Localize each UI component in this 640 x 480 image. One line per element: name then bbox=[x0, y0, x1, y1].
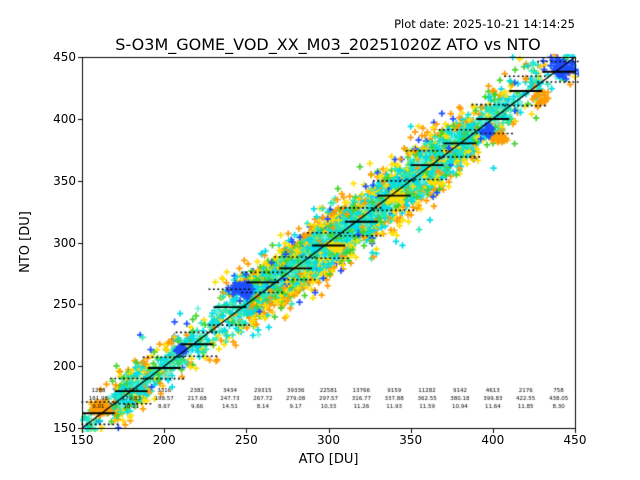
x-tick-label: 200 bbox=[152, 433, 176, 447]
y-tick-label: 300 bbox=[53, 235, 76, 250]
x-tick-label: 150 bbox=[70, 433, 94, 447]
y-tick-label: 200 bbox=[53, 359, 76, 374]
x-tick-label: 300 bbox=[317, 433, 340, 447]
x-axis-label: ATO [DU] bbox=[298, 452, 359, 467]
y-axis-label: NTO [DU] bbox=[18, 211, 33, 273]
y-tick-label: 150 bbox=[53, 421, 76, 435]
y-tick-label: 350 bbox=[53, 173, 76, 188]
y-tick-label: 450 bbox=[53, 50, 76, 64]
plot-date: Plot date: 2025-10-21 14:14:25 bbox=[394, 17, 575, 31]
y-tick-label: 250 bbox=[53, 297, 76, 312]
chart-title: S-O3M_GOME_VOD_XX_M03_20251020Z ATO vs N… bbox=[115, 35, 541, 54]
x-tick-label: 350 bbox=[399, 433, 423, 447]
x-tick-label: 250 bbox=[234, 433, 258, 447]
y-tick-label: 400 bbox=[53, 111, 76, 126]
x-tick-label: 450 bbox=[563, 433, 587, 447]
x-tick-label: 400 bbox=[481, 433, 505, 447]
